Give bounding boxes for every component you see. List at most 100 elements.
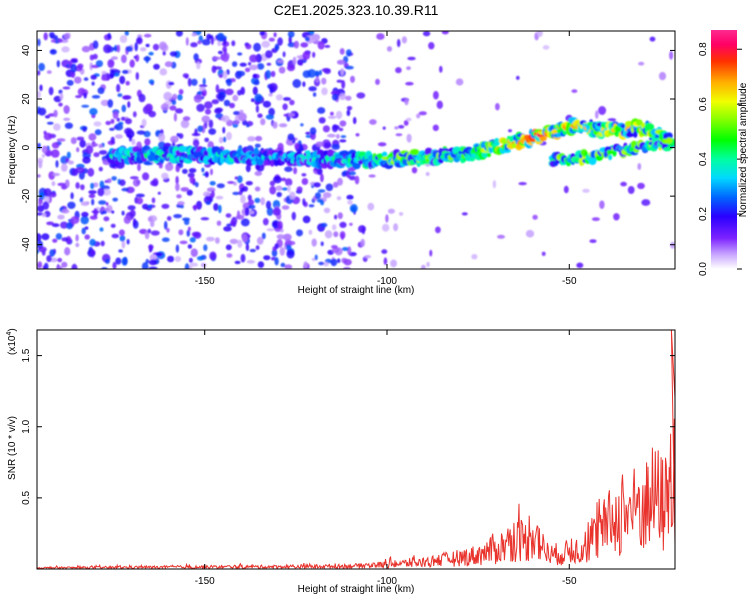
heatmap-noise-cell (191, 132, 201, 137)
heatmap-noise-cell (323, 207, 331, 214)
heatmap-noise-cell (525, 229, 535, 238)
heatmap-noise-cell (222, 126, 226, 134)
heatmap-noise-cell (278, 123, 288, 128)
heatmap-noise-cell (296, 55, 305, 59)
heatmap-noise-cell (240, 218, 250, 227)
snr-x-ticks: -150 -100 -50 (195, 330, 577, 587)
heatmap-noise-cell (66, 79, 74, 86)
heatmap-noise-cell (301, 173, 307, 177)
heatmap-noise-cell (255, 245, 260, 251)
heatmap-noise-cell (191, 32, 197, 37)
heatmap-noise-cell (355, 133, 360, 137)
heatmap-noise-cell (249, 210, 255, 214)
heatmap-noise-cell (302, 70, 311, 78)
heatmap-noise-cell (102, 188, 111, 196)
heatmap-noise-cell (532, 214, 538, 220)
heatmap-noise-cell (325, 183, 334, 192)
heatmap-noise-cell (320, 199, 325, 206)
heatmap-noise-cell (244, 207, 250, 216)
heatmap-noise-cell (286, 249, 295, 259)
heatmap-noise-cell (354, 175, 360, 185)
heatmap-noise-cell (227, 181, 235, 184)
heatmap-ridge-cell (481, 151, 489, 158)
heatmap-noise-cell (300, 42, 309, 48)
heatmap-noise-cell (189, 175, 195, 184)
heatmap-noise-cell (209, 181, 216, 186)
heatmap-noise-cell (441, 31, 449, 35)
heatmap-noise-cell (317, 107, 326, 114)
heatmap-noise-cell (302, 51, 311, 60)
heatmap-noise-cell (200, 217, 210, 221)
heatmap-noise-cell (394, 126, 399, 130)
heatmap-noise-cell (177, 94, 183, 101)
heatmap-noise-cell (360, 238, 366, 247)
heatmap-noise-cell (186, 229, 191, 237)
heatmap-noise-cell (226, 78, 233, 87)
heatmap-noise-cell (114, 123, 124, 131)
heatmap-noise-cell (282, 51, 286, 58)
heatmap-noise-cell (361, 226, 366, 235)
heatmap-noise-cell (382, 126, 386, 130)
heatmap-noise-cell (247, 62, 252, 66)
heatmap-noise-cell (281, 177, 287, 182)
heatmap-noise-cell (121, 116, 126, 121)
heatmap-noise-cell (345, 170, 351, 179)
heatmap-noise-cell (51, 223, 60, 228)
heatmap-noise-cell (369, 119, 377, 125)
heatmap-noise-cell (289, 191, 296, 200)
heatmap-noise-cell (49, 32, 55, 38)
heatmap-noise-cell (265, 200, 272, 210)
heatmap-noise-cell (324, 230, 333, 239)
heatmap-noise-cell (248, 199, 255, 206)
heatmap-noise-cell (495, 103, 500, 111)
heatmap-noise-cell (162, 50, 166, 56)
heatmap-noise-cell (53, 109, 58, 118)
heatmap-noise-cell (350, 75, 355, 83)
heatmap-noise-cell (276, 234, 285, 240)
heatmap-noise-cell (232, 191, 240, 196)
snr-x-tick-label: -100 (377, 576, 397, 587)
heatmap-noise-cell (99, 180, 105, 189)
heatmap-noise-cell (177, 201, 185, 206)
heatmap-noise-cell (91, 198, 95, 206)
heatmap-noise-cell (57, 182, 67, 187)
chart-title: C2E1.2025.323.10.39.R11 (274, 2, 439, 18)
heatmap-noise-cell (190, 248, 198, 257)
heatmap-noise-cell (129, 209, 136, 218)
heatmap-noise-cell (339, 48, 345, 55)
heatmap-noise-cell (428, 42, 435, 50)
heatmap-noise-cell (222, 71, 228, 80)
heatmap-noise-cell (406, 66, 411, 71)
heatmap-noise-cell (294, 142, 300, 150)
heatmap-noise-cell (383, 257, 388, 266)
heatmap-noise-cell (82, 126, 87, 132)
heatmap-noise-cell (208, 128, 217, 135)
heatmap-noise-cell (591, 217, 600, 222)
heatmap-noise-cell (118, 249, 123, 253)
heatmap-noise-cell (189, 237, 196, 243)
heatmap-noise-cell (320, 173, 324, 183)
heatmap-noise-cell (123, 215, 131, 224)
heatmap-noise-cell (37, 142, 41, 150)
heatmap-noise-cell (377, 142, 387, 147)
colorbar-label: Normalized spectral amplitude (738, 82, 749, 217)
heatmap-noise-cell (125, 118, 132, 125)
heatmap-noise-cell (188, 168, 197, 173)
heatmap-noise-cell (111, 233, 120, 239)
heatmap-noise-cell (203, 191, 210, 197)
heatmap-noise-cell (341, 247, 349, 251)
heatmap-noise-cell (274, 243, 279, 250)
heatmap-noise-cell (200, 262, 207, 268)
heatmap-noise-cell (254, 93, 263, 102)
heatmap-noise-cell (270, 70, 276, 78)
heatmap-noise-cell (367, 202, 375, 211)
colorbar-tick-label: 0.2 (698, 207, 709, 221)
heatmap-y-tick-label: 20 (21, 93, 32, 105)
heatmap-noise-cell (70, 192, 74, 200)
heatmap-noise-cell (80, 184, 85, 191)
heatmap-noise-cell (222, 54, 230, 62)
heatmap-noise-cell (46, 121, 54, 125)
heatmap-ridge-cell (502, 148, 511, 153)
heatmap-noise-cell (148, 51, 154, 56)
heatmap-x-ticks: -150 -100 -50 (195, 31, 577, 287)
